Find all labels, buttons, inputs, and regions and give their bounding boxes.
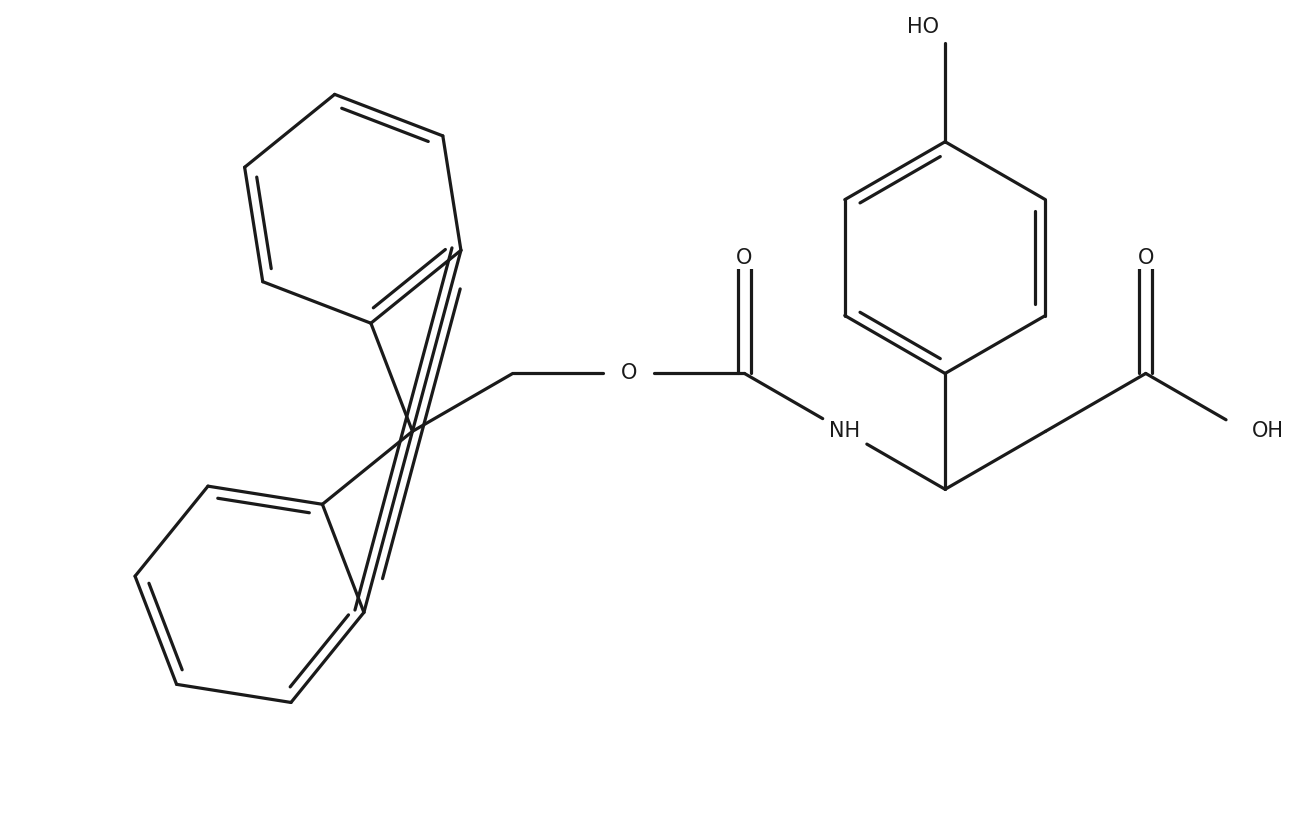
Text: O: O <box>737 247 752 267</box>
Text: NH: NH <box>829 422 860 442</box>
Text: HO: HO <box>907 18 939 38</box>
Text: OH: OH <box>1251 422 1284 442</box>
Text: O: O <box>620 364 637 384</box>
Text: O: O <box>1138 247 1155 267</box>
